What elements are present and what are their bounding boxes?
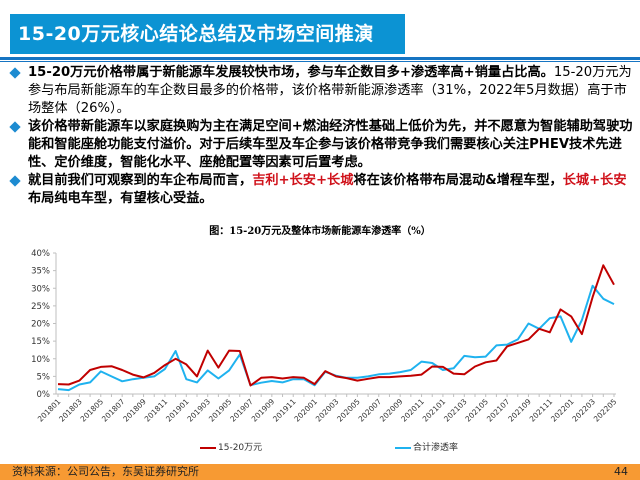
legend-label: 合计渗透率 (413, 443, 459, 453)
source-note: 资料来源：公司公告，东吴证券研究所 (12, 465, 199, 478)
diamond-bullet-icon (9, 67, 21, 79)
line-chart: 0%5%10%15%20%25%30%35%40%201801201803201… (31, 249, 619, 424)
bullet-item: 就目前我们可观察到的车企布局而言，吉利+长安+长城将在该价格带布局混动&增程车型… (8, 172, 634, 208)
title-rule (0, 57, 640, 60)
highlight-text: 长城+长安 (562, 173, 627, 188)
bullet-list: 15-20万元价格带属于新能源车发展较快市场，参与车企数目多+渗透率高+销量占比… (8, 64, 634, 208)
svg-text:15%: 15% (31, 337, 50, 347)
svg-text:0%: 0% (37, 390, 51, 400)
bullet-text: 将在该价格带布局混动&增程车型， (353, 173, 563, 188)
svg-text:35%: 35% (31, 267, 50, 277)
bullet-item: 15-20万元价格带属于新能源车发展较快市场，参与车企数目多+渗透率高+销量占比… (8, 64, 634, 118)
svg-text:25%: 25% (31, 302, 50, 312)
title-rule-thin (0, 61, 640, 62)
bullet-text: 就目前我们可观察到的车企布局而言， (28, 173, 253, 188)
svg-text:30%: 30% (31, 284, 50, 294)
legend-item-blue: 合计渗透率 (395, 440, 458, 453)
legend-swatch-blue (395, 446, 411, 449)
footer-bar: 资料来源：公司公告，东吴证券研究所 44 (0, 464, 640, 480)
svg-text:20%: 20% (31, 320, 50, 330)
diamond-bullet-icon (9, 121, 21, 133)
bullet-text: 布局纯电车型，有望核心受益。 (28, 191, 213, 206)
svg-text:202205: 202205 (592, 397, 619, 424)
svg-text:10%: 10% (31, 355, 50, 365)
chart-title: 图：15-20万元及整体市场新能源车渗透率（%） (209, 226, 431, 237)
legend-swatch-red (200, 446, 216, 449)
highlight-text: 吉利+长安+长城 (252, 173, 354, 188)
page-number: 44 (614, 465, 628, 478)
bullet-item: 该价格带新能源车以家庭换购为主在满足空间+燃油经济性基础上低价为先，并不愿意为智… (8, 118, 634, 172)
page-title: 15-20万元核心结论总结及市场空间推演 (10, 14, 405, 54)
series-line-red (57, 264, 615, 387)
legend-item-red: 15-20万元 (200, 440, 262, 453)
diamond-bullet-icon (9, 175, 21, 187)
bullet-text: 15-20万元为参与布局新能源车的车企数目最多的价格带，该价格带新能源渗透率（3… (28, 65, 632, 116)
svg-text:40%: 40% (31, 249, 50, 259)
bullet-bold-text: 15-20万元价格带属于新能源车发展较快市场，参与车企数目多+渗透率高+销量占比… (28, 65, 554, 80)
legend-label: 15-20万元 (218, 443, 263, 453)
bullet-bold-text: 该价格带新能源车以家庭换购为主在满足空间+燃油经济性基础上低价为先，并不愿意为智… (28, 119, 633, 170)
svg-text:5%: 5% (37, 372, 51, 382)
